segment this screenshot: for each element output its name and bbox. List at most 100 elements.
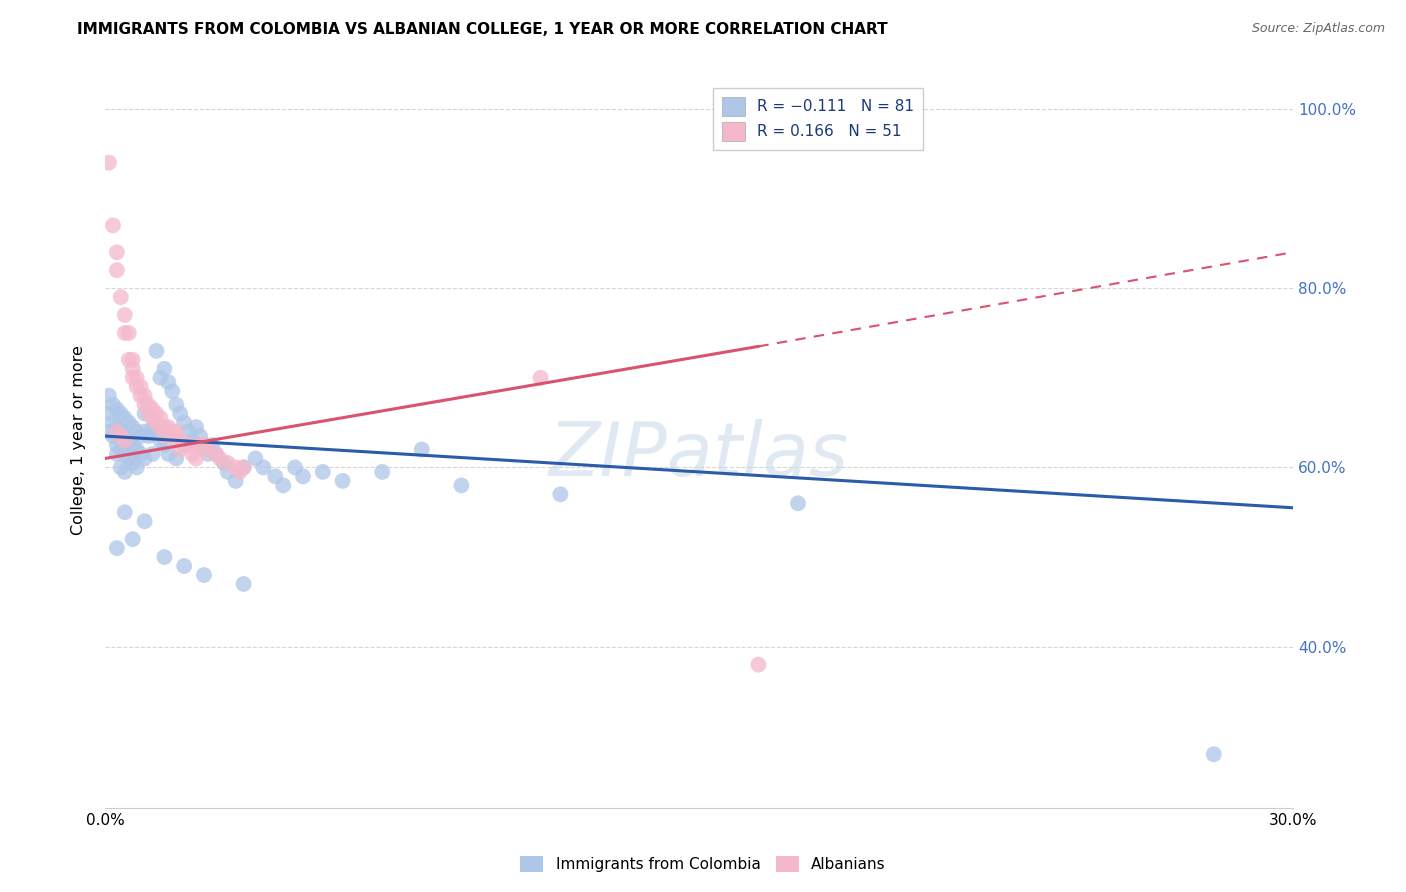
Point	[118, 352, 141, 367]
Text: Source: ZipAtlas.com: Source: ZipAtlas.com	[1251, 22, 1385, 36]
Point	[114, 434, 136, 448]
Point	[271, 478, 294, 492]
Text: ZIPatlas: ZIPatlas	[548, 419, 849, 491]
Point	[181, 447, 204, 461]
Point	[121, 532, 143, 546]
Point	[129, 389, 152, 403]
Point	[101, 429, 124, 443]
Point	[145, 407, 167, 421]
Point	[134, 407, 156, 421]
Point	[114, 429, 136, 443]
Point	[110, 425, 132, 439]
Point	[252, 460, 274, 475]
Point	[162, 384, 184, 399]
Point	[129, 380, 152, 394]
Point	[529, 371, 551, 385]
Point	[125, 442, 148, 457]
Point	[118, 326, 141, 340]
Point	[129, 429, 152, 443]
Point	[217, 456, 239, 470]
Point	[450, 478, 472, 492]
Point	[134, 451, 156, 466]
Point	[110, 407, 132, 421]
Legend: Immigrants from Colombia, Albanians: Immigrants from Colombia, Albanians	[513, 848, 893, 880]
Point	[138, 407, 160, 421]
Point	[134, 425, 156, 439]
Point	[141, 447, 163, 461]
Point	[153, 429, 176, 443]
Point	[114, 308, 136, 322]
Point	[165, 398, 187, 412]
Point	[212, 456, 235, 470]
Point	[110, 290, 132, 304]
Point	[114, 447, 136, 461]
Point	[157, 376, 180, 390]
Point	[105, 425, 128, 439]
Point	[114, 505, 136, 519]
Point	[1202, 747, 1225, 762]
Point	[145, 416, 167, 430]
Point	[105, 447, 128, 461]
Point	[232, 460, 254, 475]
Point	[188, 429, 211, 443]
Point	[165, 434, 187, 448]
Point	[149, 411, 172, 425]
Point	[138, 398, 160, 412]
Point	[101, 416, 124, 430]
Point	[125, 425, 148, 439]
Point	[105, 263, 128, 277]
Point	[169, 407, 191, 421]
Point	[149, 371, 172, 385]
Point	[411, 442, 433, 457]
Point	[153, 438, 176, 452]
Point	[332, 474, 354, 488]
Point	[165, 425, 187, 439]
Point	[121, 456, 143, 470]
Point	[264, 469, 287, 483]
Point	[134, 389, 156, 403]
Point	[197, 442, 219, 457]
Point	[193, 438, 215, 452]
Point	[125, 371, 148, 385]
Point	[153, 420, 176, 434]
Point	[232, 460, 254, 475]
Point	[114, 411, 136, 425]
Point	[97, 407, 120, 421]
Point	[173, 559, 195, 574]
Point	[101, 219, 124, 233]
Point	[787, 496, 810, 510]
Point	[169, 442, 191, 457]
Point	[134, 398, 156, 412]
Legend: R = −0.111   N = 81, R = 0.166   N = 51: R = −0.111 N = 81, R = 0.166 N = 51	[713, 88, 922, 150]
Point	[169, 434, 191, 448]
Point	[97, 389, 120, 403]
Point	[121, 438, 143, 452]
Point	[165, 451, 187, 466]
Point	[105, 541, 128, 555]
Point	[141, 411, 163, 425]
Point	[138, 429, 160, 443]
Point	[145, 425, 167, 439]
Point	[217, 465, 239, 479]
Point	[232, 577, 254, 591]
Point	[245, 451, 267, 466]
Point	[312, 465, 335, 479]
Point	[173, 416, 195, 430]
Point	[208, 451, 231, 466]
Point	[121, 420, 143, 434]
Point	[118, 451, 141, 466]
Point	[129, 447, 152, 461]
Point	[134, 514, 156, 528]
Point	[118, 434, 141, 448]
Point	[225, 460, 247, 475]
Point	[184, 420, 207, 434]
Point	[205, 447, 228, 461]
Point	[114, 465, 136, 479]
Point	[105, 402, 128, 417]
Point	[193, 438, 215, 452]
Point	[141, 420, 163, 434]
Point	[149, 434, 172, 448]
Point	[225, 474, 247, 488]
Point	[145, 343, 167, 358]
Point	[105, 245, 128, 260]
